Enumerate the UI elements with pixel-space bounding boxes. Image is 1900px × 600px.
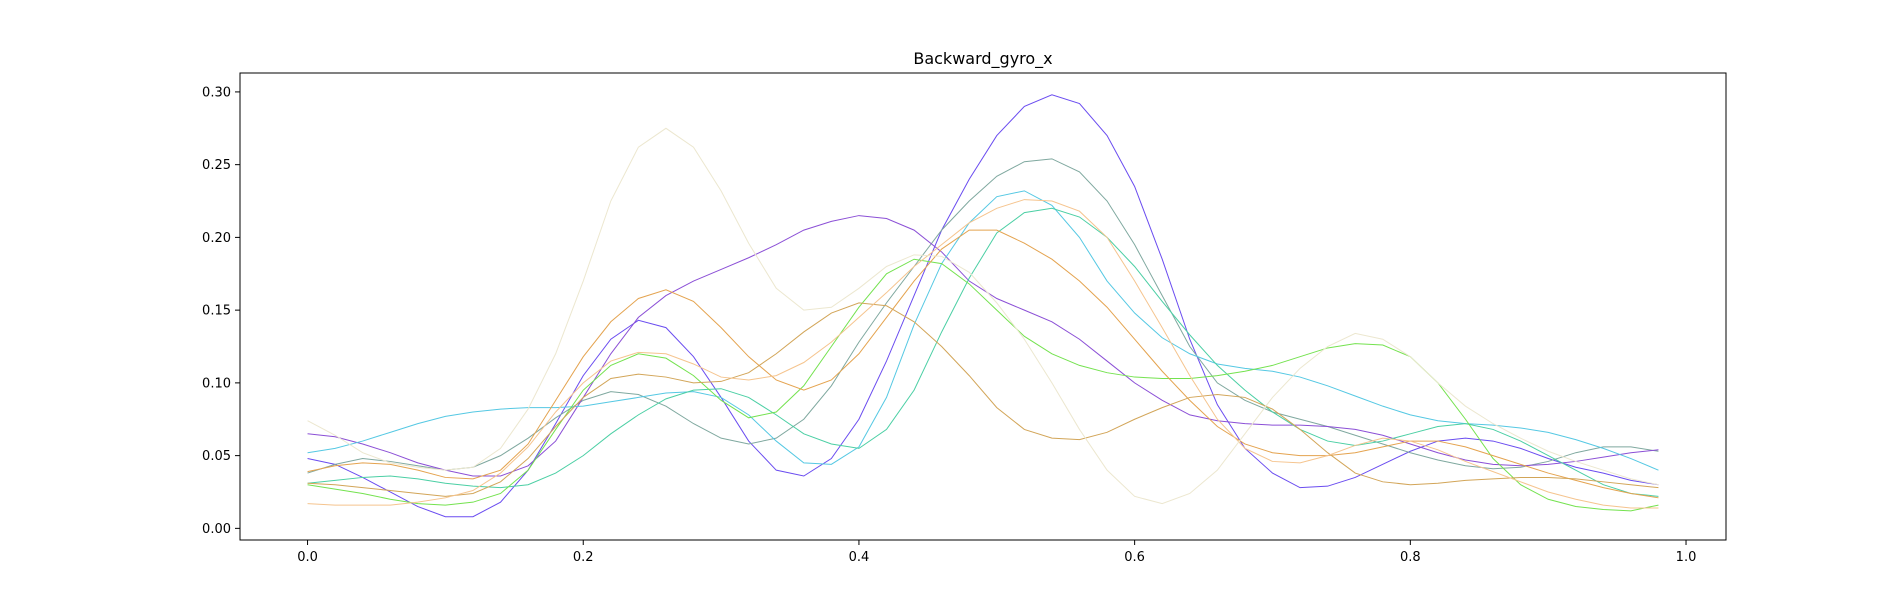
x-tick-label: 0.6 (1124, 550, 1145, 565)
x-axis: 0.0 0.2 0.4 0.6 0.8 1.0 (297, 540, 1696, 565)
y-tick-label: 0.30 (202, 85, 231, 100)
series-line-8 (307, 302, 1659, 497)
y-tick-label: 0.15 (202, 304, 231, 319)
y-tick-label: 0.00 (202, 522, 231, 537)
series-line-1 (307, 94, 1659, 518)
y-axis: 0.00 0.05 0.10 0.15 0.20 0.25 0.30 (202, 85, 240, 537)
x-tick-label: 0.4 (849, 550, 870, 565)
y-tick-label: 0.05 (202, 449, 231, 464)
series-line-7 (307, 229, 1659, 499)
x-tick-label: 0.8 (1400, 550, 1421, 565)
series-line-3 (307, 215, 1659, 477)
series-line-2 (307, 158, 1659, 474)
series-line-5 (307, 207, 1659, 497)
x-tick-label: 0.0 (297, 550, 318, 565)
chart-title: Backward_gyro_x (913, 49, 1052, 69)
series-line-9 (307, 199, 1659, 509)
y-tick-label: 0.10 (202, 376, 231, 391)
plot-frame (239, 72, 1727, 541)
series-line-10 (307, 127, 1659, 505)
x-tick-label: 0.2 (573, 550, 594, 565)
y-tick-label: 0.25 (202, 158, 231, 173)
y-tick-label: 0.20 (202, 231, 231, 246)
x-tick-label: 1.0 (1676, 550, 1697, 565)
series-layer (307, 94, 1659, 518)
series-line-4 (307, 190, 1659, 471)
